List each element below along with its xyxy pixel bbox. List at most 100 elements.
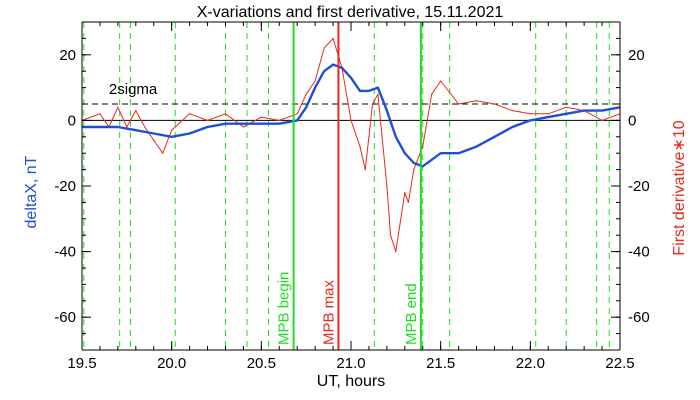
series-1-point-36	[440, 80, 442, 82]
y-tick-label-right-3: -40	[628, 244, 650, 261]
series-1-point-33	[413, 169, 415, 171]
series-0-point-34	[547, 116, 549, 118]
series-1-point-15	[278, 119, 280, 121]
series-0-point-4	[153, 132, 155, 135]
series-0-point-19	[359, 90, 361, 92]
series-0-point-7	[206, 126, 209, 128]
series-0-point-33	[529, 119, 531, 121]
series-0-point-26	[422, 165, 424, 167]
y-tick-label-left-4: -60	[54, 309, 76, 326]
series-0-point-8	[224, 123, 227, 125]
series-0-point-30	[475, 146, 478, 148]
y-tick-label-right-4: -60	[628, 309, 650, 326]
hline-label-2sigma: 2sigma	[109, 81, 158, 98]
x-tick-label-6: 22.5	[605, 355, 634, 372]
y-tick-label-left-0: 20	[59, 47, 76, 64]
series-0-point-27	[431, 159, 433, 161]
y-tick-label-left-3: -40	[54, 244, 76, 261]
series-1-point-23	[359, 146, 361, 148]
series-1-point-9	[171, 129, 173, 131]
series-0-point-35	[565, 113, 567, 115]
series-0-point-20	[368, 90, 370, 92]
series-1-point-30	[395, 251, 397, 253]
series-0-point-31	[493, 136, 496, 138]
series-0-point-1	[99, 126, 101, 128]
series-1-point-20	[332, 37, 334, 40]
axes: 19.5 20.0 20.5 21.0 21.5 22.0 22.5 20 20 0 0 -20 -20…	[54, 21, 650, 372]
series-1-point-29	[389, 234, 392, 236]
series-1-point-27	[377, 93, 379, 95]
series-1-point-5	[135, 109, 137, 112]
series-0-point-10	[260, 123, 262, 125]
series-0-point-2	[117, 126, 119, 128]
y-axis-left-label: deltaX, nT	[23, 155, 40, 228]
series-0-point-18	[350, 77, 352, 79]
plot-area: 2sigma MPB begin MPB max MPB end	[81, 22, 621, 350]
marker-label-0: MPB begin	[276, 272, 293, 345]
series-1-point-3	[117, 106, 119, 108]
series-1-point-6	[144, 126, 146, 128]
chart-title: X-variations and first derivative, 15.11…	[197, 4, 504, 21]
series-1-point-18	[314, 80, 316, 82]
x-tick-label-4: 21.5	[426, 355, 455, 372]
series-0-point-16	[332, 64, 334, 66]
series-0-point-6	[189, 132, 191, 135]
series-1-point-24	[364, 169, 366, 171]
series-0-point-29	[458, 152, 460, 154]
series-0-point-22	[386, 109, 388, 112]
series-1-point-26	[371, 103, 374, 105]
x-tick-label-3: 21.0	[336, 355, 365, 372]
series-1-point-38	[475, 100, 478, 102]
series-0-point-3	[135, 129, 137, 131]
series-1-point-41	[529, 113, 531, 115]
series-1-point-8	[162, 152, 164, 154]
marker-label-1: MPB max	[320, 279, 337, 345]
series-0-point-11	[278, 123, 280, 125]
series-0-point-25	[413, 162, 415, 164]
series-line-0	[82, 63, 621, 168]
series-1-point-10	[189, 113, 191, 115]
marker-label-2: MPB end	[403, 283, 420, 345]
series-1-point-39	[493, 103, 496, 105]
series-1-point-1	[99, 113, 101, 115]
series-0-point-9	[242, 123, 244, 125]
x-tick-label-1: 20.0	[157, 355, 186, 372]
series-1-point-28	[386, 185, 388, 187]
series-1-point-42	[547, 113, 549, 115]
series-line-1	[81, 37, 621, 253]
series-1-point-45	[601, 119, 603, 121]
series-0-point-14	[314, 87, 316, 89]
y-tick-label-left-2: -20	[54, 178, 76, 195]
x-tick-label-2: 20.5	[247, 355, 276, 372]
series-1-point-40	[511, 109, 513, 112]
y-tick-label-left-1: 0	[68, 112, 76, 129]
series-0-point-5	[171, 136, 173, 138]
series-0-point-32	[511, 126, 513, 128]
x-tick-label-0: 19.5	[67, 355, 96, 372]
series-0-point-37	[601, 109, 603, 112]
series-0-point-24	[404, 152, 406, 154]
series-1-point-7	[153, 139, 155, 141]
series-0-point-12	[296, 119, 298, 121]
series-0-point-17	[341, 67, 343, 69]
series-1-point-37	[458, 103, 460, 105]
series-0-point-23	[395, 136, 397, 138]
series-1-point-19	[323, 47, 325, 49]
series-1-point-34	[422, 146, 424, 148]
series-0-point-13	[305, 106, 307, 108]
series-0-point-28	[440, 152, 442, 154]
series-1-point-14	[260, 116, 262, 118]
series-1-point-35	[431, 93, 433, 95]
series-1-point-4	[126, 126, 128, 128]
series-1-point-31	[404, 191, 406, 194]
series-1-point-17	[305, 93, 307, 95]
y-tick-label-right-0: 20	[628, 47, 645, 64]
series-0-point-21	[377, 87, 379, 89]
series-1-point-43	[565, 106, 567, 108]
series-0-point-15	[323, 70, 325, 72]
y-tick-label-right-1: 0	[628, 112, 636, 129]
series-1-point-13	[242, 126, 244, 128]
y-axis-right-label: First derivative∗10	[671, 120, 688, 255]
series-1-point-12	[224, 113, 227, 115]
